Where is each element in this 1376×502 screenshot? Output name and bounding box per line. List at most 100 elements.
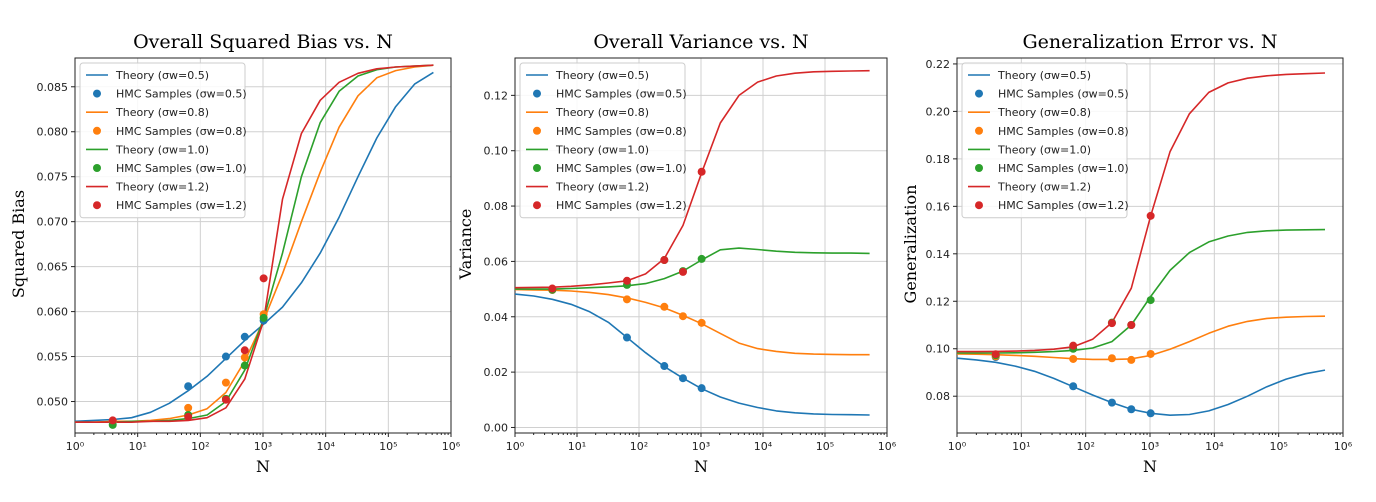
x-tick-label: 10⁰	[506, 440, 525, 453]
hmc-point-s08	[697, 318, 706, 327]
hmc-point-s08	[1146, 349, 1155, 358]
legend-dot-swatch	[533, 126, 541, 135]
hmc-point-s12	[991, 350, 1000, 359]
y-tick-label: 0.04	[484, 311, 509, 324]
hmc-point-s12	[108, 416, 117, 425]
hmc-point-s05	[622, 333, 631, 342]
hmc-point-s05	[221, 352, 230, 361]
hmc-point-s10	[259, 313, 268, 322]
legend-label: Theory (σw=0.8)	[997, 106, 1091, 119]
hmc-point-s08	[678, 312, 687, 321]
hmc-point-s12	[221, 395, 230, 404]
x-tick-label: 10⁶	[1334, 440, 1353, 453]
legend-dot-swatch	[533, 201, 541, 210]
y-tick-label: 0.08	[484, 200, 509, 213]
hmc-point-s12	[678, 267, 687, 276]
y-tick-label: 0.10	[926, 343, 951, 356]
x-tick-label: 10¹	[1012, 440, 1030, 453]
hmc-point-s12	[548, 284, 557, 293]
hmc-point-s05	[660, 362, 669, 371]
legend-label: HMC Samples (σw=1.2)	[116, 199, 247, 212]
theory-line-s08	[514, 288, 870, 356]
legend-label: HMC Samples (σw=1.2)	[998, 199, 1129, 212]
hmc-point-s10	[1146, 296, 1155, 305]
chart-title: Overall Variance vs. N	[593, 31, 808, 53]
hmc-point-s05	[240, 332, 249, 341]
hmc-point-s10	[240, 361, 249, 370]
hmc-point-s05	[1069, 382, 1078, 391]
theory-line-s10	[957, 228, 1326, 354]
legend-box	[519, 62, 686, 219]
hmc-point-s08	[221, 378, 230, 387]
y-tick-label: 0.12	[926, 295, 951, 308]
legend-label: HMC Samples (σw=1.0)	[116, 162, 247, 175]
legend-label: Theory (σw=0.5)	[997, 69, 1091, 82]
chart-panel-squared-bias: Overall Squared Bias vs. N N Squared Bia…	[9, 31, 461, 476]
chart-title: Generalization Error vs. N	[1022, 31, 1277, 53]
hmc-point-s08	[1069, 354, 1078, 363]
y-tick-label: 0.050	[37, 396, 69, 409]
hmc-point-s05	[678, 374, 687, 383]
legend-label: Theory (σw=1.0)	[555, 143, 649, 156]
y-tick-label: 0.055	[37, 351, 69, 364]
chart-panel-variance: Overall Variance vs. N N Variance 10⁰ 10¹…	[456, 31, 897, 476]
hmc-point-s12	[660, 256, 669, 265]
theory-line-s08	[956, 315, 1326, 361]
hmc-point-s08	[622, 295, 631, 304]
y-tick-label: 0.00	[484, 421, 509, 434]
y-tick-label: 0.14	[926, 248, 951, 261]
y-tick-label: 0.070	[37, 216, 69, 229]
legend-dot-swatch	[93, 89, 101, 98]
hmc-point-s12	[1107, 319, 1116, 328]
x-axis-label: N	[256, 457, 270, 476]
theory-line-s05	[74, 71, 434, 423]
x-tick-label: 10²	[1076, 440, 1094, 453]
y-tick-label: 0.075	[37, 171, 69, 184]
legend-dot-swatch	[93, 164, 101, 172]
hmc-point-s08	[240, 353, 249, 362]
hmc-point-s08	[184, 403, 193, 412]
hmc-point-s12	[240, 346, 249, 355]
x-tick-label: 10³	[254, 440, 272, 453]
x-tick-label: 10⁴	[754, 440, 773, 453]
y-tick-label: 0.085	[37, 81, 69, 94]
hmc-point-s10	[697, 254, 706, 263]
legend-label: HMC Samples (σw=0.5)	[556, 88, 687, 101]
hmc-point-s08	[660, 302, 669, 311]
y-tick-label: 0.12	[484, 89, 509, 102]
y-tick-label: 0.08	[926, 390, 951, 403]
hmc-point-s12	[259, 274, 268, 283]
y-tick-label: 0.065	[37, 261, 69, 274]
legend-label: Theory (σw=1.2)	[555, 181, 649, 194]
x-tick-label: 10⁴	[1205, 440, 1224, 453]
legend-label: HMC Samples (σw=1.0)	[556, 162, 687, 175]
x-tick-label: 10⁴	[316, 440, 335, 453]
x-tick-label: 10⁵	[816, 440, 834, 453]
legend-label: Theory (σw=0.8)	[115, 106, 209, 119]
x-tick-label: 10¹	[568, 440, 586, 453]
hmc-point-s05	[184, 382, 193, 391]
legend-label: HMC Samples (σw=0.8)	[556, 125, 687, 138]
legend-dot-swatch	[975, 126, 983, 135]
y-tick-label: 0.06	[484, 255, 509, 268]
hmc-point-s12	[1069, 341, 1078, 350]
legend-label: Theory (σw=1.2)	[997, 181, 1091, 194]
y-tick-label: 0.060	[37, 306, 69, 319]
legend-dot-swatch	[975, 89, 983, 98]
x-tick-label: 10¹	[128, 440, 146, 453]
x-tick-label: 10⁰	[66, 440, 85, 453]
x-axis-label: N	[694, 457, 708, 476]
legend-label: Theory (σw=1.2)	[115, 181, 209, 194]
chart-panel-generalization: Generalization Error vs. N N Generalizat…	[901, 31, 1353, 476]
legend-label: HMC Samples (σw=1.0)	[998, 162, 1129, 175]
hmc-point-s12	[622, 276, 631, 285]
legend: Theory (σw=0.5) HMC Samples (σw=0.5) Theor…	[961, 62, 1129, 219]
legend-box	[961, 62, 1128, 219]
legend: Theory (σw=0.5) HMC Samples (σw=0.5) Theor…	[79, 62, 247, 219]
legend-label: Theory (σw=0.5)	[115, 69, 209, 82]
legend-dot-swatch	[975, 201, 983, 210]
legend-label: Theory (σw=0.5)	[555, 69, 649, 82]
hmc-point-s12	[1146, 211, 1155, 220]
legend-box	[79, 62, 246, 219]
